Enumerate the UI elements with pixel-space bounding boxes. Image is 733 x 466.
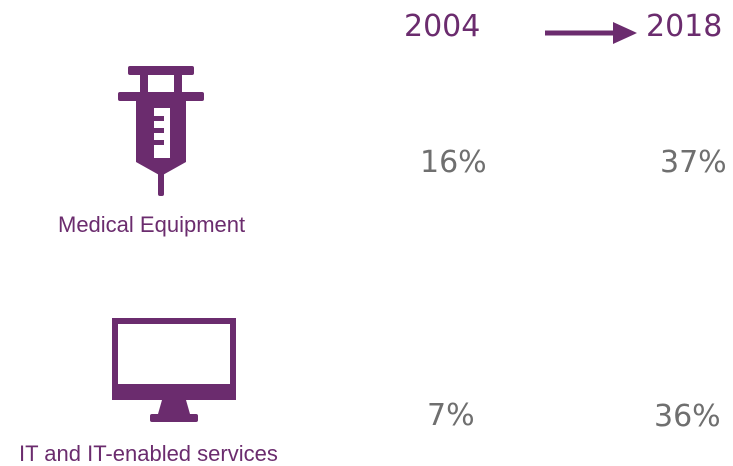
value-2004-it: 7% — [427, 398, 475, 433]
value-2018-it: 36% — [654, 399, 721, 434]
sector-label-it: IT and IT-enabled services — [19, 441, 278, 466]
value-2018-medical: 37% — [660, 145, 727, 180]
monitor-icon — [112, 318, 236, 422]
year-to-label: 2018 — [646, 9, 723, 44]
syringe-icon — [118, 66, 204, 196]
sector-label-medical: Medical Equipment — [58, 212, 246, 237]
arrow-right-icon — [545, 22, 637, 44]
year-from-label: 2004 — [404, 9, 481, 44]
value-2004-medical: 16% — [420, 145, 487, 180]
